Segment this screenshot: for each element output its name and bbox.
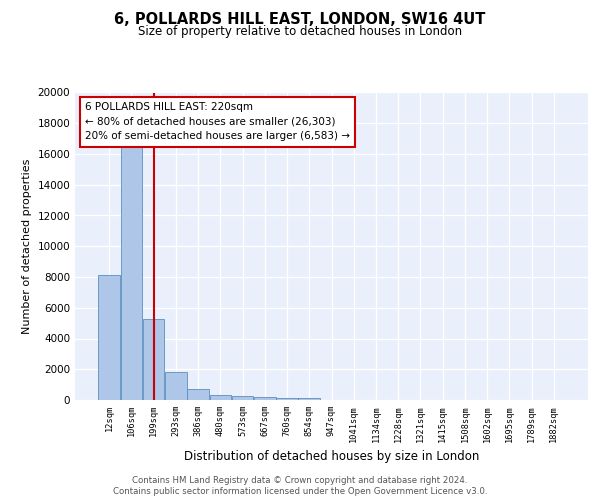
Bar (165, 372, 187, 400)
Bar (143, 318, 164, 400)
Y-axis label: Number of detached properties: Number of detached properties (22, 158, 32, 334)
Text: Contains public sector information licensed under the Open Government Licence v3: Contains public sector information licen… (113, 487, 487, 496)
Bar (232, 396, 253, 400)
Bar (298, 398, 320, 400)
Text: 6, POLLARDS HILL EAST, LONDON, SW16 4UT: 6, POLLARDS HILL EAST, LONDON, SW16 4UT (115, 12, 485, 28)
Bar (98, 276, 120, 400)
Bar (121, 146, 142, 400)
Bar (209, 395, 231, 400)
Text: Contains HM Land Registry data © Crown copyright and database right 2024.: Contains HM Land Registry data © Crown c… (132, 476, 468, 485)
Text: 6 POLLARDS HILL EAST: 220sqm
← 80% of detached houses are smaller (26,303)
20% o: 6 POLLARDS HILL EAST: 220sqm ← 80% of de… (85, 102, 350, 141)
X-axis label: Distribution of detached houses by size in London: Distribution of detached houses by size … (184, 450, 479, 463)
Bar (254, 397, 275, 400)
Bar (276, 398, 298, 400)
Text: Size of property relative to detached houses in London: Size of property relative to detached ho… (138, 25, 462, 38)
Bar (187, 389, 209, 400)
